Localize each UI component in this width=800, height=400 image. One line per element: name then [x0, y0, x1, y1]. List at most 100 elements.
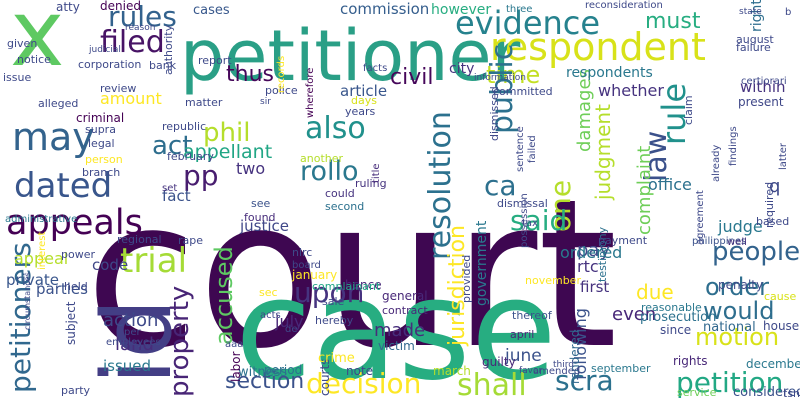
word-case: case — [235, 249, 557, 400]
word-justice: justice — [239, 217, 289, 235]
word-appeal: appeal — [14, 249, 68, 268]
word-corporation: corporation — [78, 58, 141, 71]
word-judicial: judicial — [88, 45, 121, 55]
word-possession: possession — [519, 193, 530, 248]
word-agreement: agreement — [695, 190, 706, 245]
word-supra: supra — [85, 123, 116, 136]
word-criminal: criminal — [76, 111, 124, 125]
word-employees: employees — [106, 337, 161, 348]
word-city: city — [449, 61, 474, 77]
word-sec: sec — [259, 286, 278, 299]
word-code: code — [92, 256, 128, 274]
word-matter: matter — [185, 96, 223, 109]
word-filed: filed — [100, 25, 165, 60]
word-records: records — [276, 56, 287, 93]
word-atty: atty — [56, 0, 80, 14]
word-national: national — [703, 320, 756, 335]
word-ca: ca — [484, 169, 517, 202]
word-must: must — [645, 9, 701, 34]
word-amount: amount — [100, 89, 162, 108]
word-philippines: philippines — [692, 236, 746, 247]
word-due: due — [636, 280, 674, 304]
word-already: already — [711, 145, 722, 182]
word-respondents: respondents — [566, 65, 653, 81]
word-would: would — [703, 297, 774, 325]
word-sale: sale — [322, 295, 345, 308]
word-order: order — [705, 273, 769, 301]
word-see: see — [251, 197, 270, 210]
word-petitioners: petitioners — [4, 242, 37, 393]
word-action: action — [103, 310, 158, 331]
word-whether: whether — [598, 81, 664, 100]
word-accused: accused — [210, 246, 238, 345]
word-phil: phil — [203, 118, 250, 148]
word-made: made — [374, 320, 425, 341]
word-people: people — [712, 237, 800, 267]
word-office: office — [648, 175, 692, 194]
word-failed: failed — [527, 135, 538, 163]
word-dismissal: dismissal — [497, 197, 548, 210]
word-january: january — [291, 268, 337, 282]
word-respondent: respondent — [490, 25, 706, 69]
word-favor: favor — [519, 366, 543, 376]
word-private: private — [6, 271, 59, 289]
word-board: board — [292, 260, 321, 271]
word-appellant: appellant — [183, 141, 272, 163]
word-report: report — [198, 54, 232, 67]
word-decision: decision — [306, 367, 421, 400]
word-nlrc: nlrc — [292, 246, 312, 259]
word-reason: reason — [125, 23, 155, 33]
word-hereby: hereby — [315, 314, 354, 327]
word-facts: facts — [363, 63, 387, 74]
word-june: june — [504, 346, 542, 366]
word-general: general — [382, 289, 428, 303]
word-note: note — [346, 364, 373, 378]
word-penalty: penalty — [718, 278, 763, 292]
word-reconsideration: reconsideration — [585, 0, 663, 11]
word-rendered: rendered — [568, 330, 582, 384]
word-days: days — [351, 94, 377, 107]
word-could: could — [325, 187, 355, 200]
word-denied: denied — [100, 0, 141, 13]
word-q: q — [769, 176, 780, 197]
word-hence: hence — [345, 278, 382, 292]
word-claim: claim — [682, 95, 695, 125]
word-regional: regional — [117, 233, 162, 246]
word-b: b — [785, 7, 791, 18]
word-right: right — [749, 0, 765, 32]
word-may: may — [12, 115, 95, 159]
word-civil: civil — [390, 65, 433, 90]
word-property: property — [165, 286, 195, 397]
word-one: one — [544, 180, 577, 232]
word-thus: thus — [226, 62, 274, 87]
word-republic: republic — [162, 120, 206, 133]
word-time: time — [486, 61, 540, 89]
word-information: information — [474, 73, 526, 83]
word-courts: courts — [318, 359, 332, 396]
word-appeals: appeals — [6, 203, 143, 243]
word-amended: amended — [533, 366, 580, 377]
word-administrative: administrative — [5, 214, 77, 225]
word-within: within — [740, 78, 786, 96]
word-period: period — [264, 363, 302, 377]
word-issued: issued — [103, 357, 151, 375]
word-labor: labor — [229, 351, 243, 382]
word-review: review — [100, 82, 136, 95]
word-aaa: aaa — [225, 339, 243, 350]
word-found: found — [244, 211, 276, 224]
word-committed: committed — [493, 85, 553, 98]
word-another: another — [300, 152, 343, 165]
word-interest: interest — [37, 232, 48, 270]
word-two: two — [236, 159, 265, 178]
word-second: second — [325, 200, 364, 213]
word-person: person — [85, 153, 123, 166]
word-sir: sir — [260, 97, 271, 107]
word-parties: parties — [36, 280, 88, 298]
word-based: based — [756, 215, 789, 228]
word-scra: scra — [555, 364, 614, 397]
word-rules: rules — [108, 0, 177, 33]
word-prosecution: prosecution — [640, 310, 716, 325]
word-section: section — [225, 369, 304, 394]
